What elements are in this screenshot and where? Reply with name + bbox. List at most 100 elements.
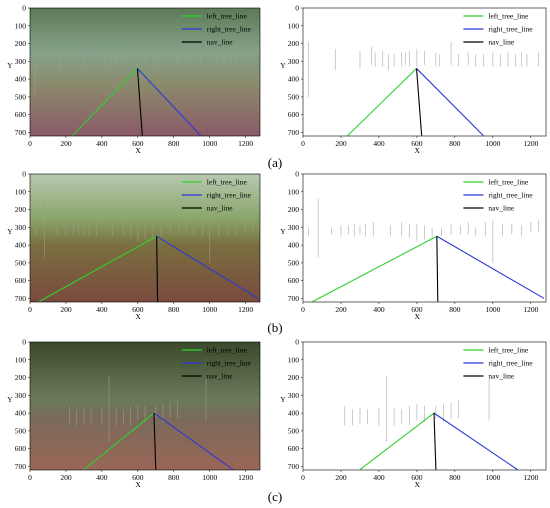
x-tick-label: 600 bbox=[132, 305, 144, 314]
y-tick-label: 600 bbox=[15, 110, 27, 119]
x-tick-label: 800 bbox=[168, 139, 180, 148]
y-tick-label: 300 bbox=[288, 223, 300, 232]
plot-frame bbox=[302, 341, 547, 471]
y-axis-label: Y bbox=[7, 395, 13, 404]
x-axis-label: X bbox=[414, 480, 420, 489]
right-tree-line bbox=[416, 68, 484, 137]
y-tick-label: 200 bbox=[288, 39, 300, 48]
legend-label-nav: nav_line bbox=[207, 204, 233, 213]
nav-line bbox=[136, 68, 143, 136]
plot-frame bbox=[29, 7, 261, 137]
y-tick-label: 0 bbox=[22, 170, 26, 179]
y-tick-label: 500 bbox=[288, 426, 300, 435]
y-tick-label: 200 bbox=[15, 205, 27, 214]
caption-a: (a) bbox=[267, 155, 283, 170]
y-tick-label: 700 bbox=[288, 462, 300, 471]
y-tick-label: 500 bbox=[15, 92, 27, 101]
y-tick-label: 700 bbox=[288, 128, 300, 137]
y-tick-label: 400 bbox=[288, 241, 300, 250]
y-tick-label: 0 bbox=[22, 4, 26, 13]
x-tick-label: 200 bbox=[60, 139, 72, 148]
y-axis-label: Y bbox=[280, 227, 286, 236]
x-tick-label: 0 bbox=[301, 473, 305, 482]
caption-c: (c) bbox=[267, 489, 283, 504]
y-tick-label: 0 bbox=[295, 338, 299, 347]
plot-background bbox=[303, 8, 546, 136]
x-tick-label: 800 bbox=[449, 473, 461, 482]
legend-label-nav: nav_line bbox=[488, 372, 514, 381]
x-tick-label: 1000 bbox=[202, 139, 217, 148]
y-tick-label: 300 bbox=[288, 391, 300, 400]
y-tick-label: 600 bbox=[288, 444, 300, 453]
right-tree-line bbox=[137, 68, 202, 137]
x-tick-label: 1200 bbox=[238, 473, 253, 482]
right-tree-line bbox=[153, 412, 234, 471]
legend-label-right: right_tree_line bbox=[488, 25, 533, 34]
y-tick-label: 400 bbox=[288, 75, 300, 84]
x-tick-label: 1200 bbox=[523, 305, 538, 314]
legend-label-nav: nav_line bbox=[207, 372, 233, 381]
right-tree-line bbox=[156, 235, 259, 299]
x-tick-label: 400 bbox=[373, 139, 385, 148]
x-tick-label: 0 bbox=[28, 139, 32, 148]
legend-label-nav: nav_line bbox=[488, 38, 514, 47]
caption-b: (b) bbox=[267, 320, 283, 335]
x-tick-label: 0 bbox=[301, 305, 305, 314]
photo-plot-3: 0 200 400 600 800 1000 1200 0 100 200 300 400 500 600… bbox=[7, 338, 261, 489]
plot-frame bbox=[29, 173, 261, 303]
legend-label-left: left_tree_line bbox=[488, 346, 529, 355]
x-tick-label: 400 bbox=[373, 473, 385, 482]
y-tick-label: 200 bbox=[15, 39, 27, 48]
x-tick-label: 1200 bbox=[238, 139, 253, 148]
legend-label-left: left_tree_line bbox=[488, 12, 529, 21]
y-tick-label: 100 bbox=[15, 355, 27, 364]
y-tick-label: 100 bbox=[15, 187, 27, 196]
x-tick-label: 400 bbox=[96, 305, 108, 314]
left-tree-line bbox=[38, 235, 157, 303]
y-axis-label: Y bbox=[280, 395, 286, 404]
line-plot-2: 0 200 400 600 800 1000 1200 0 100 200 300 400 500 600… bbox=[280, 170, 547, 321]
x-tick-label: 800 bbox=[449, 305, 461, 314]
photo-plot-1: 0 200 400 600 800 1000 1200 0 100 200 300 400 500 600… bbox=[7, 4, 261, 155]
nav-line bbox=[436, 236, 439, 302]
y-tick-label: 600 bbox=[288, 110, 300, 119]
y-tick-label: 400 bbox=[288, 409, 300, 418]
right-tree-line bbox=[433, 412, 518, 471]
x-tick-label: 600 bbox=[132, 139, 144, 148]
legend-label-left: left_tree_line bbox=[207, 12, 248, 21]
y-tick-label: 300 bbox=[15, 391, 27, 400]
x-tick-label: 600 bbox=[411, 473, 423, 482]
x-tick-label: 800 bbox=[449, 139, 461, 148]
y-tick-label: 300 bbox=[15, 223, 27, 232]
y-tick-label: 500 bbox=[288, 258, 300, 267]
x-axis-label: X bbox=[135, 480, 141, 489]
y-tick-label: 100 bbox=[288, 21, 300, 30]
y-tick-label: 200 bbox=[15, 373, 27, 382]
x-tick-label: 200 bbox=[60, 305, 72, 314]
x-axis-label: X bbox=[414, 146, 420, 155]
legend-label-right: right_tree_line bbox=[207, 359, 252, 368]
y-tick-label: 200 bbox=[288, 205, 300, 214]
y-tick-label: 500 bbox=[288, 92, 300, 101]
x-tick-label: 0 bbox=[301, 139, 305, 148]
y-tick-label: 700 bbox=[15, 462, 27, 471]
left-tree-line bbox=[83, 412, 155, 471]
nav-line bbox=[415, 68, 423, 136]
x-tick-label: 1000 bbox=[485, 139, 500, 148]
photo-plot-2: 0 200 400 600 800 1000 1200 0 100 200 300 400 500 600… bbox=[7, 170, 261, 321]
y-tick-label: 300 bbox=[288, 57, 300, 66]
left-tree-line bbox=[312, 235, 438, 303]
legend-label-right: right_tree_line bbox=[488, 359, 533, 368]
y-tick-label: 0 bbox=[22, 338, 26, 347]
plot-frame bbox=[302, 173, 547, 303]
x-tick-label: 800 bbox=[168, 473, 180, 482]
x-tick-label: 1000 bbox=[202, 473, 217, 482]
y-tick-label: 700 bbox=[15, 294, 27, 303]
y-axis-label: Y bbox=[7, 227, 13, 236]
legend-label-nav: nav_line bbox=[207, 38, 233, 47]
left-tree-line bbox=[359, 412, 435, 471]
x-tick-label: 1000 bbox=[202, 305, 217, 314]
y-tick-label: 700 bbox=[15, 128, 27, 137]
x-tick-label: 1000 bbox=[485, 473, 500, 482]
x-tick-label: 600 bbox=[411, 139, 423, 148]
